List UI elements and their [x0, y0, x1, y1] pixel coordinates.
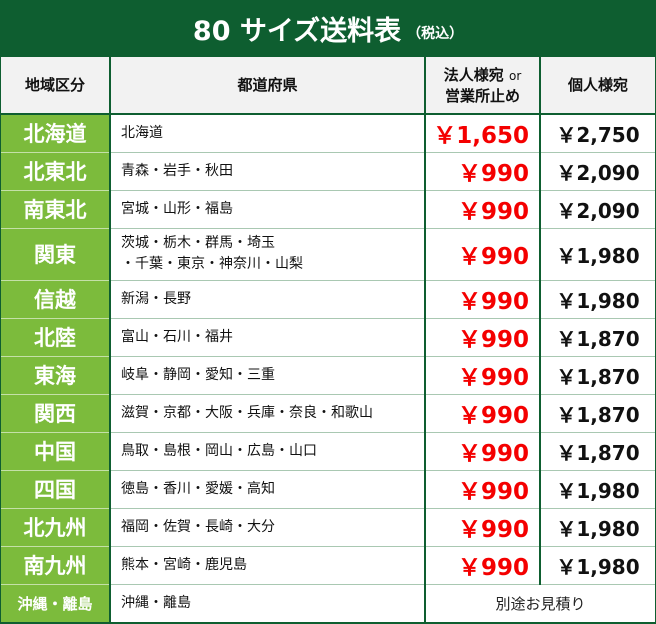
prefectures-cell: 新潟・長野	[109, 280, 425, 319]
corporate-price: ￥990	[424, 280, 540, 319]
corporate-price: ￥990	[424, 432, 540, 471]
region-cell: 東海	[1, 356, 110, 395]
table-row: 北東北 青森・岩手・秋田 ￥990 ￥2,090	[1, 152, 655, 191]
prefectures-cell: 宮城・山形・福島	[109, 190, 425, 229]
prefectures-text: 富山・石川・福井	[121, 328, 233, 345]
corporate-price: ￥990	[424, 546, 540, 585]
prefectures-text: 青森・岩手・秋田	[121, 162, 233, 179]
table-row: 東海 岐阜・静岡・愛知・三重 ￥990 ￥1,870	[1, 356, 655, 395]
region-cell: 北九州	[1, 508, 110, 547]
prefectures-text: 滋賀・京都・大阪・兵庫・奈良・和歌山	[121, 404, 373, 421]
prefectures-text: 福岡・佐賀・長崎・大分	[121, 518, 275, 535]
table-row: 関東 茨城・栃木・群馬・埼玉・千葉・東京・神奈川・山梨 ￥990 ￥1,980	[1, 228, 655, 281]
personal-price: ￥1,980	[539, 470, 655, 509]
prefectures-cell: 茨城・栃木・群馬・埼玉・千葉・東京・神奈川・山梨	[109, 228, 425, 281]
header-corporate: 法人様宛 or 営業所止め	[424, 57, 540, 115]
region-cell: 四国	[1, 470, 110, 509]
table-row: 信越 新潟・長野 ￥990 ￥1,980	[1, 280, 655, 319]
prefectures-cell: 鳥取・島根・岡山・広島・山口	[109, 432, 425, 471]
prefectures-cell: 熊本・宮崎・鹿児島	[109, 546, 425, 585]
corporate-price: ￥1,650	[424, 114, 540, 153]
prefectures-line2: ・千葉・東京・神奈川・山梨	[121, 256, 303, 272]
personal-price: ￥1,870	[539, 318, 655, 357]
corporate-price: ￥990	[424, 228, 540, 281]
corporate-price: ￥990	[424, 508, 540, 547]
table-row: 北九州 福岡・佐賀・長崎・大分 ￥990 ￥1,980	[1, 508, 655, 547]
region-cell: 中国	[1, 432, 110, 471]
prefectures-cell: 沖縄・離島	[109, 584, 425, 622]
corporate-price: ￥990	[424, 356, 540, 395]
personal-price: ￥2,090	[539, 152, 655, 191]
region-cell: 関西	[1, 394, 110, 433]
prefectures-cell: 岐阜・静岡・愛知・三重	[109, 356, 425, 395]
corporate-price: ￥990	[424, 152, 540, 191]
separate-quote-note: 別途お見積り	[424, 584, 655, 622]
region-cell: 南九州	[1, 546, 110, 585]
personal-price: ￥1,870	[539, 394, 655, 433]
region-cell: 北陸	[1, 318, 110, 357]
header-corporate-line1: 法人様宛	[443, 65, 504, 84]
personal-price: ￥1,870	[539, 432, 655, 471]
header-or: or	[508, 68, 522, 83]
prefectures-cell: 福岡・佐賀・長崎・大分	[109, 508, 425, 547]
personal-price: ￥1,980	[539, 228, 655, 281]
prefectures-cell: 青森・岩手・秋田	[109, 152, 425, 191]
prefectures-line1: 茨城・栃木・群馬・埼玉	[121, 235, 275, 251]
title-tax-note: （税込）	[407, 25, 464, 42]
personal-price: ￥1,980	[539, 508, 655, 547]
header-prefectures: 都道府県	[109, 57, 425, 115]
region-cell: 南東北	[1, 190, 110, 229]
personal-price: ￥1,870	[539, 356, 655, 395]
prefectures-cell: 滋賀・京都・大阪・兵庫・奈良・和歌山	[109, 394, 425, 433]
table-row: 南九州 熊本・宮崎・鹿児島 ￥990 ￥1,980	[1, 546, 655, 585]
prefectures-cell: 北海道	[109, 114, 425, 153]
title-main: 80 サイズ送料表	[192, 16, 402, 47]
table-row: 四国 徳島・香川・愛媛・高知 ￥990 ￥1,980	[1, 470, 655, 509]
region-cell: 北東北	[1, 152, 110, 191]
prefectures-text: 熊本・宮崎・鹿児島	[121, 556, 247, 573]
prefectures-text: 北海道	[121, 124, 163, 141]
table-row: 関西 滋賀・京都・大阪・兵庫・奈良・和歌山 ￥990 ￥1,870	[1, 394, 655, 433]
region-cell: 信越	[1, 280, 110, 319]
corporate-price: ￥990	[424, 318, 540, 357]
header-row: 地域区分 都道府県 法人様宛 or 営業所止め 個人様宛	[1, 57, 655, 115]
personal-price: ￥2,090	[539, 190, 655, 229]
prefectures-cell: 富山・石川・福井	[109, 318, 425, 357]
shipping-rate-table: 地域区分 都道府県 法人様宛 or 営業所止め 個人様宛 北海道 北海道 ￥1,6…	[1, 57, 655, 622]
header-region: 地域区分	[1, 57, 110, 115]
header-personal: 個人様宛	[539, 57, 655, 115]
prefectures-text: 岐阜・静岡・愛知・三重	[121, 366, 275, 383]
page-title: 80 サイズ送料表 （税込）	[0, 0, 656, 57]
prefectures-text: 新潟・長野	[121, 290, 191, 307]
table-row: 中国 鳥取・島根・岡山・広島・山口 ￥990 ￥1,870	[1, 432, 655, 471]
table-row: 北陸 富山・石川・福井 ￥990 ￥1,870	[1, 318, 655, 357]
corporate-price: ￥990	[424, 394, 540, 433]
personal-price: ￥2,750	[539, 114, 655, 153]
prefectures-text: 徳島・香川・愛媛・高知	[121, 480, 275, 497]
table-row: 北海道 北海道 ￥1,650 ￥2,750	[1, 114, 655, 153]
corporate-price: ￥990	[424, 190, 540, 229]
prefectures-cell: 徳島・香川・愛媛・高知	[109, 470, 425, 509]
table-row-okinawa: 沖縄・離島 沖縄・離島 別途お見積り	[1, 584, 655, 622]
table-row: 南東北 宮城・山形・福島 ￥990 ￥2,090	[1, 190, 655, 229]
personal-price: ￥1,980	[539, 280, 655, 319]
region-cell: 関東	[1, 228, 110, 281]
personal-price: ￥1,980	[539, 546, 655, 585]
region-cell: 沖縄・離島	[1, 584, 110, 622]
region-cell: 北海道	[1, 114, 110, 153]
header-corporate-line2: 営業所止め	[444, 86, 520, 105]
prefectures-text: 宮城・山形・福島	[121, 200, 233, 217]
prefectures-text: 鳥取・島根・岡山・広島・山口	[121, 442, 317, 459]
corporate-price: ￥990	[424, 470, 540, 509]
